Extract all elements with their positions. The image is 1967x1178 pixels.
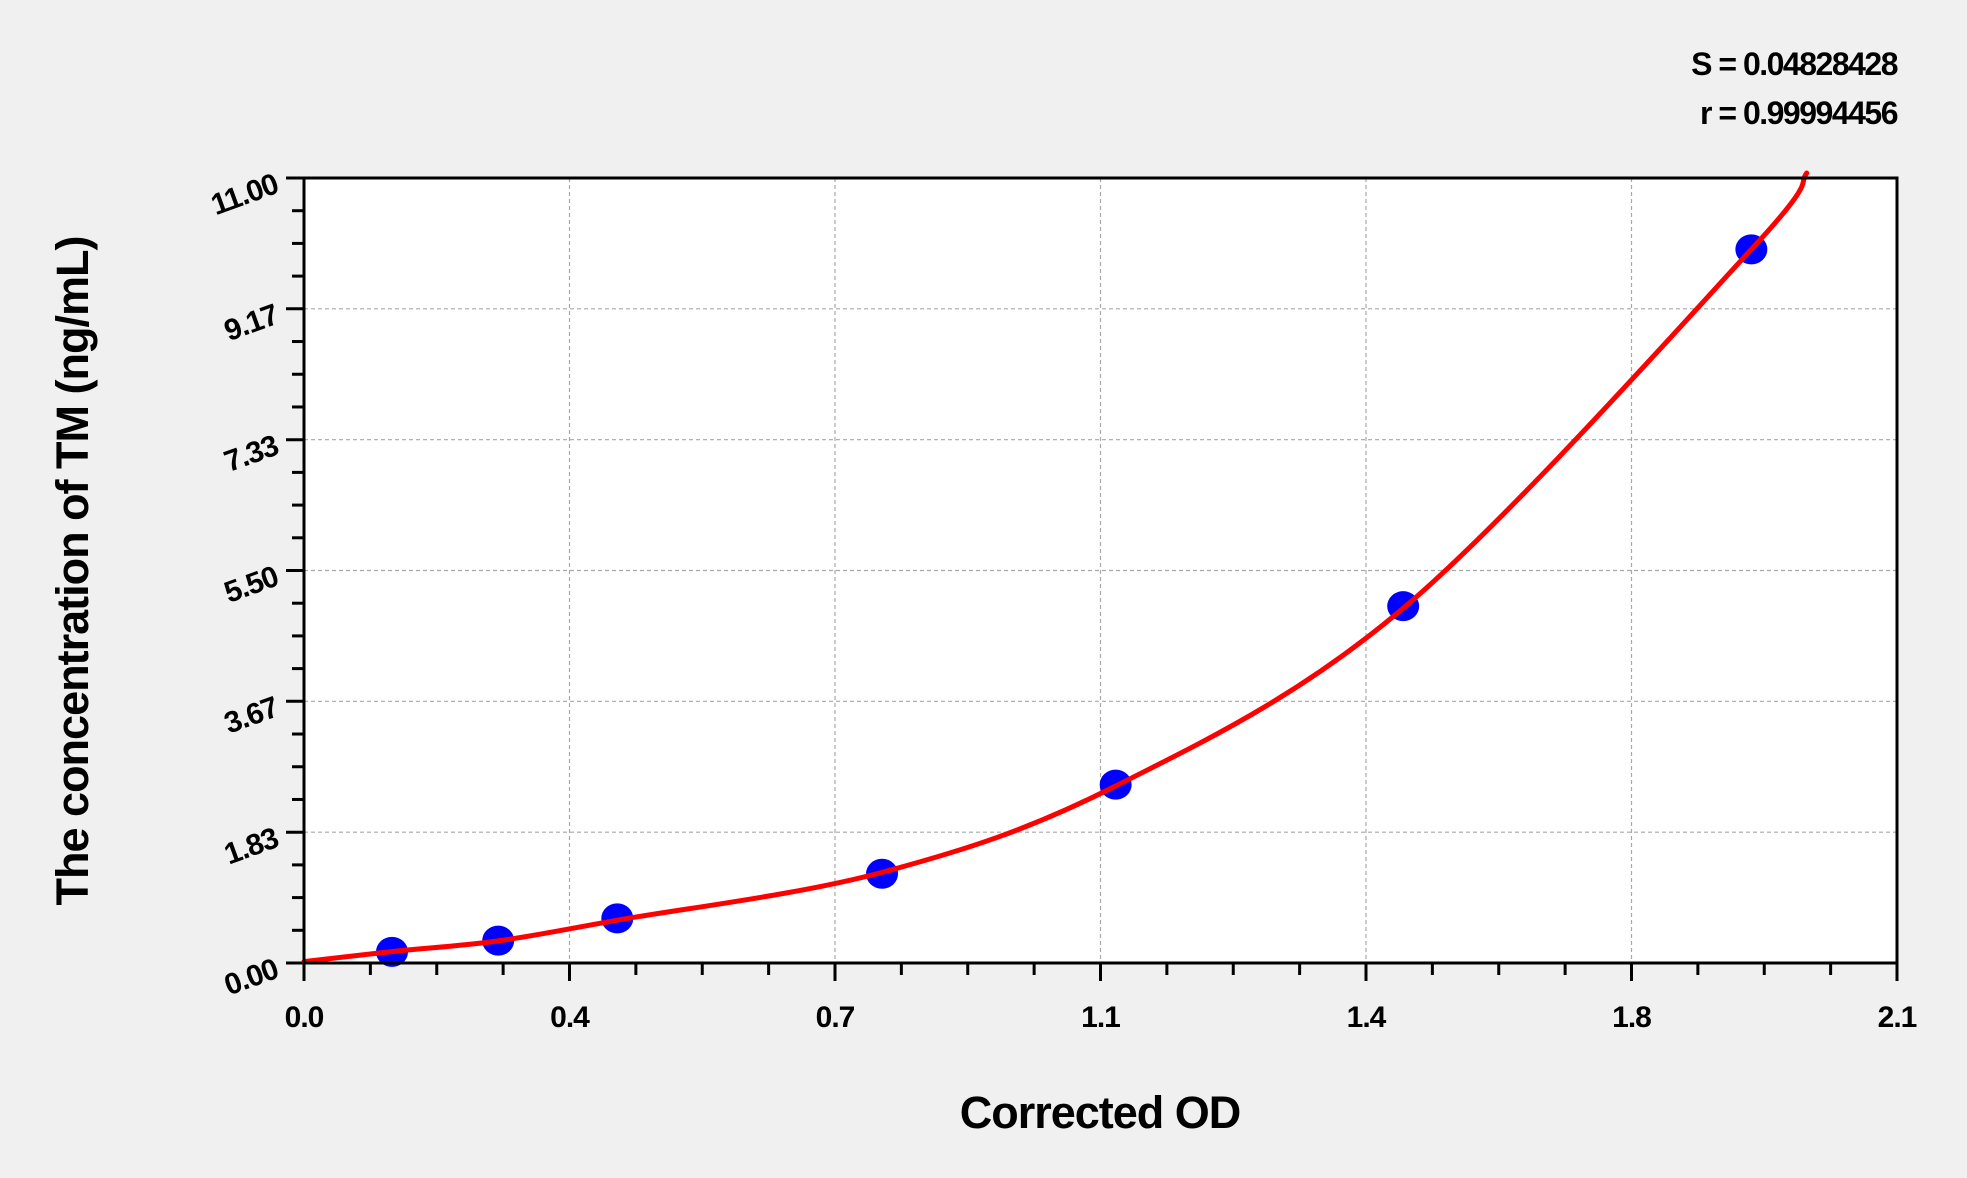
y-tick-label: 9.17 (220, 298, 283, 348)
x-tick-label: 0.7 (816, 1001, 855, 1034)
fit-curve (301, 170, 1810, 965)
y-tick-label: 11.00 (207, 167, 283, 222)
y-tick-label: 7.33 (220, 429, 283, 479)
x-tick-label: 1.1 (1081, 1001, 1120, 1034)
y-tick-label: 5.50 (220, 560, 283, 610)
stat-r: r = 0.99994456 (1700, 95, 1898, 131)
stat-s: S = 0.04828428 (1691, 46, 1898, 82)
y-tick-label: 1.83 (220, 822, 283, 872)
ticks (286, 176, 1899, 981)
x-tick-label: 0.4 (550, 1001, 590, 1034)
x-tick-label: 1.8 (1612, 1001, 1651, 1034)
plot-frame (302, 176, 1899, 965)
y-tick-label: 0.00 (220, 952, 283, 1002)
x-axis-title: Corrected OD (960, 1087, 1241, 1138)
x-tick-label: 2.1 (1878, 1001, 1917, 1034)
grid (304, 178, 1897, 963)
y-tick-label: 3.67 (220, 691, 283, 741)
x-tick-label: 0.0 (285, 1001, 324, 1034)
y-axis-title: The concentration of TM (ng/mL) (47, 237, 98, 906)
x-tick-label: 1.4 (1347, 1001, 1387, 1034)
